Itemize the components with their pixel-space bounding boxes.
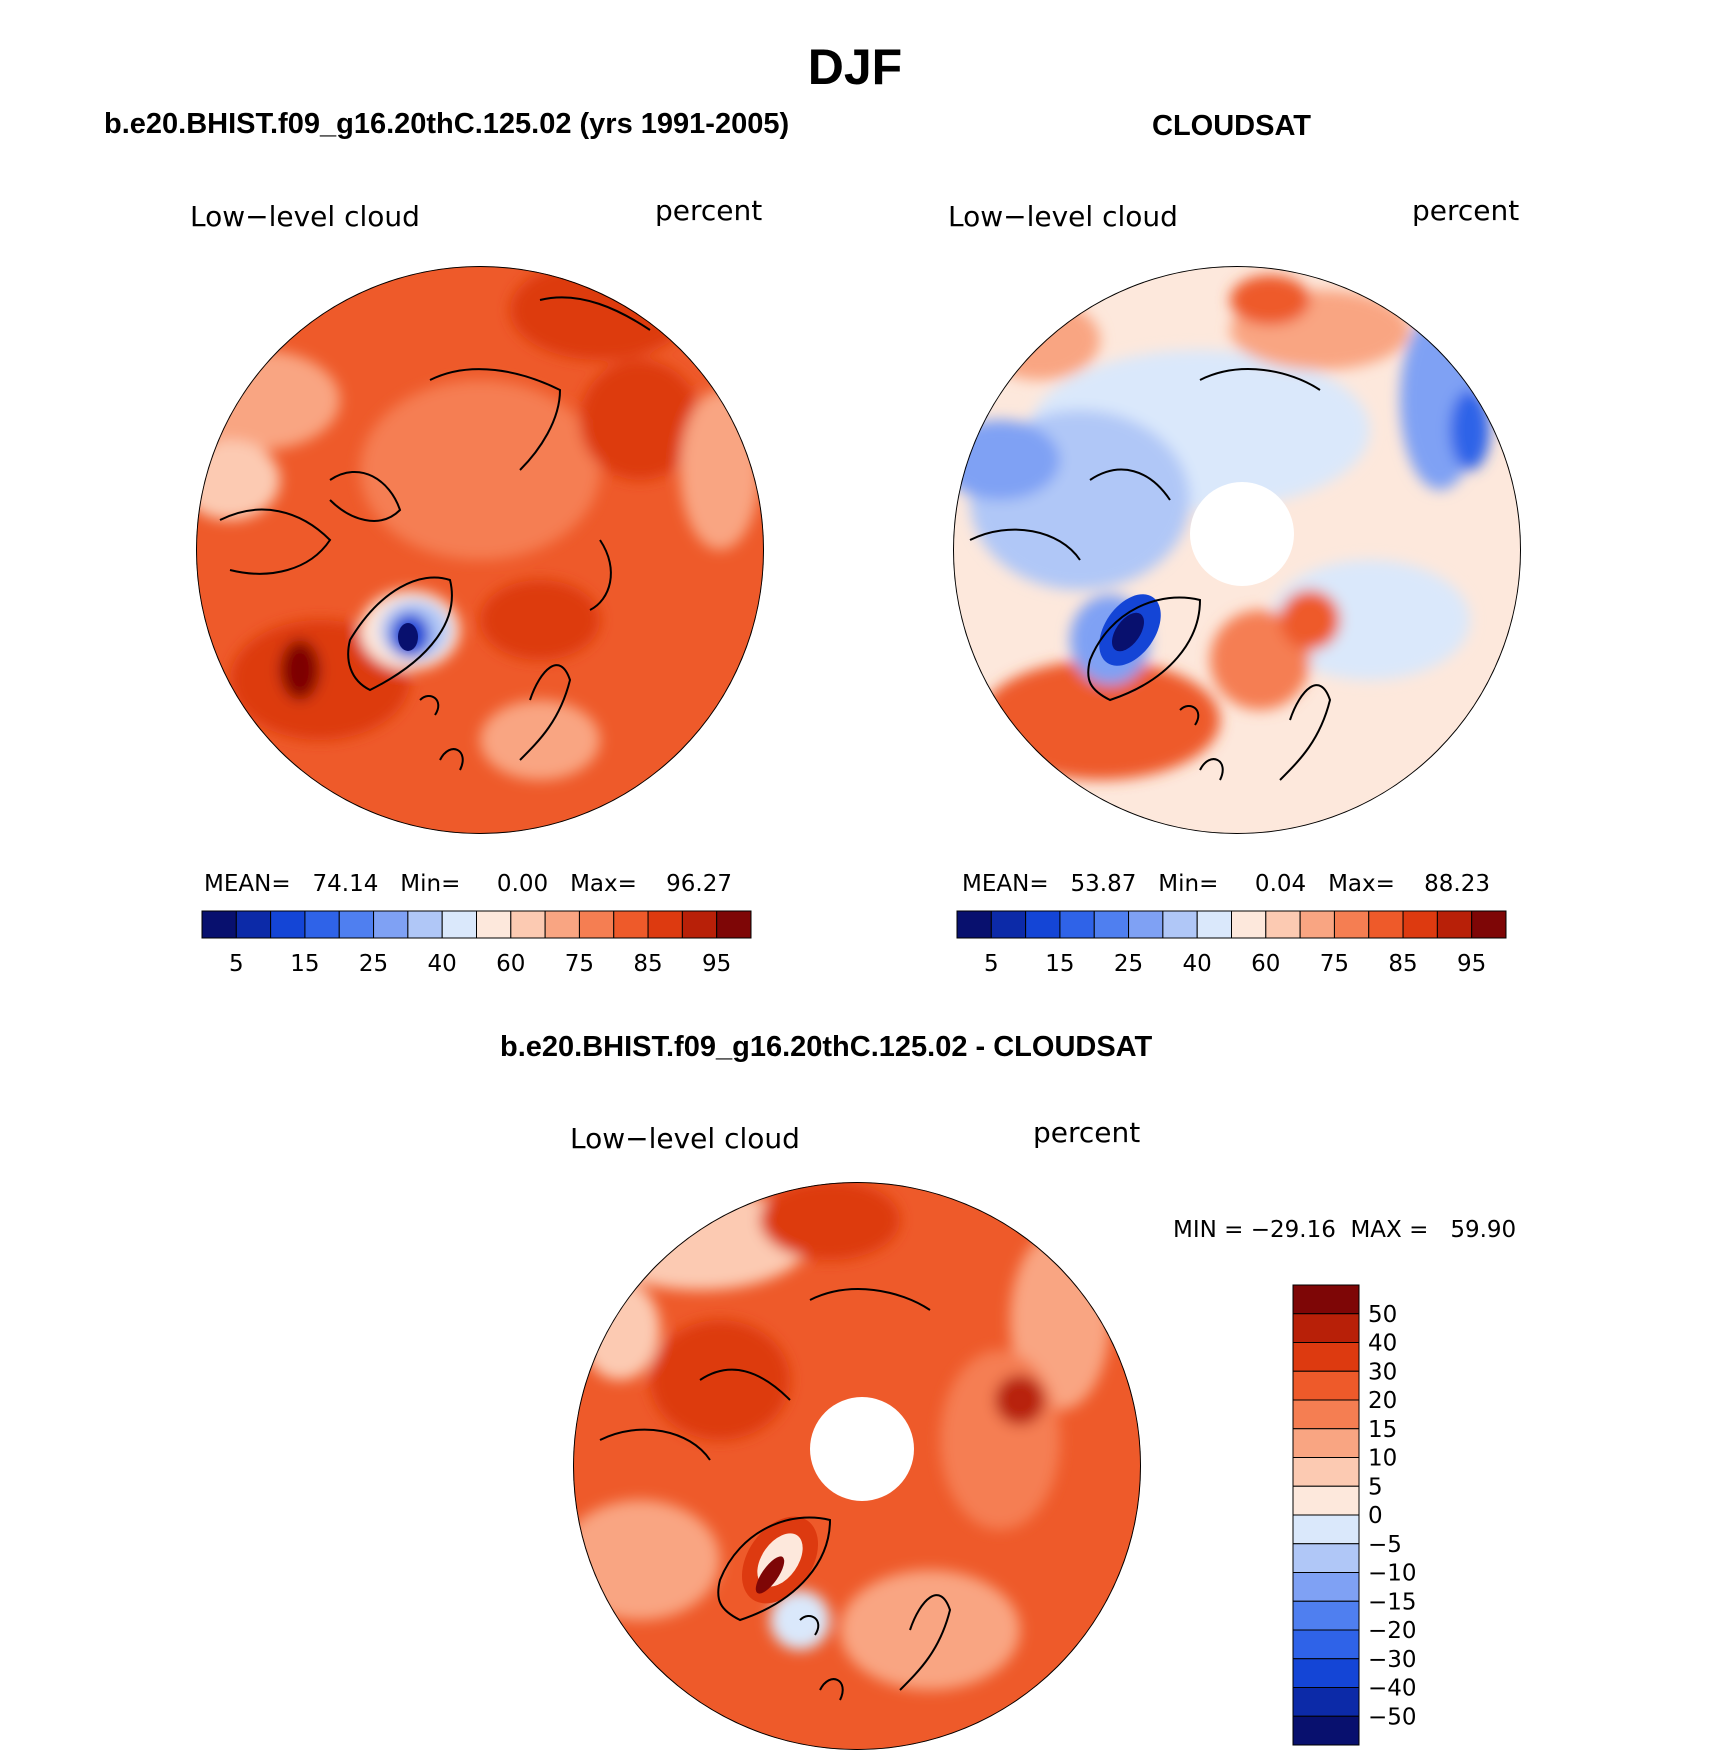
panel2-stats: MEAN= 53.87 Min= 0.04 Max= 88.23 — [962, 871, 1490, 897]
colorbar-tick-label: 5 — [984, 951, 999, 977]
colorbar-tick-label: −40 — [1368, 1676, 1417, 1702]
colorbar-swatch — [681, 910, 718, 939]
panel3-map — [573, 1182, 1141, 1750]
panel1-colorbar: 5 15 25 40 60 75 85 95 — [201, 910, 752, 977]
colorbar-swatch — [1196, 910, 1232, 939]
colorbar-swatch — [407, 910, 443, 939]
colorbar-swatch — [1292, 1284, 1360, 1315]
panel1-units-label: percent — [655, 194, 763, 227]
colorbar-tick-label: 75 — [1320, 951, 1349, 977]
colorbar-tick-label: 5 — [229, 951, 244, 977]
colorbar-swatch — [1292, 1543, 1360, 1573]
colorbar-tick-label: −10 — [1368, 1561, 1417, 1587]
colorbar-swatch — [1292, 1485, 1360, 1516]
colorbar-swatch — [270, 910, 306, 939]
panel1-map — [196, 266, 764, 834]
panel3-stats: MIN = −29.16 MAX = 59.90 — [1173, 1217, 1517, 1243]
colorbar-swatch — [1292, 1457, 1360, 1487]
panel1-stats: MEAN= 74.14 Min= 0.00 Max= 96.27 — [204, 871, 732, 897]
colorbar-tick-label: 85 — [633, 951, 662, 977]
colorbar-tick-label: −20 — [1368, 1618, 1417, 1644]
colorbar-swatch — [956, 910, 992, 939]
colorbar-tick-label: 25 — [1114, 951, 1143, 977]
colorbar-tick-label: 40 — [428, 951, 457, 977]
colorbar-swatch — [1059, 910, 1095, 939]
colorbar-tick-label: 95 — [702, 951, 731, 977]
colorbar-swatch — [1231, 910, 1267, 939]
colorbar-tick-label: 10 — [1368, 1446, 1397, 1472]
panel2-colorbar: 5 15 25 40 60 75 85 95 — [956, 910, 1507, 977]
colorbar-tick-label: 5 — [1368, 1474, 1383, 1500]
colorbar-swatch — [1128, 910, 1164, 939]
colorbar-tick-label: 15 — [1368, 1417, 1397, 1443]
colorbar-swatch — [1402, 910, 1438, 939]
colorbar-swatch — [510, 910, 546, 939]
colorbar-tick-label: 60 — [1251, 951, 1280, 977]
panel3-title: b.e20.BHIST.f09_g16.20thC.125.02 - CLOUD… — [500, 1031, 1153, 1063]
panel3-variable-label: Low−level cloud — [570, 1122, 800, 1155]
colorbar-swatch — [1292, 1629, 1360, 1660]
colorbar-swatch — [235, 910, 272, 939]
colorbar-swatch — [1292, 1313, 1360, 1343]
colorbar-swatch — [373, 910, 409, 939]
colorbar-tick-label: −15 — [1368, 1589, 1417, 1615]
colorbar-swatch — [1333, 910, 1370, 939]
colorbar-tick-label: −50 — [1368, 1704, 1417, 1730]
colorbar-tick-label: 50 — [1368, 1302, 1397, 1328]
colorbar-swatch — [1471, 910, 1507, 939]
colorbar-swatch — [201, 910, 237, 939]
colorbar-swatch — [1093, 910, 1130, 939]
panel1-title: b.e20.BHIST.f09_g16.20thC.125.02 (yrs 19… — [104, 108, 790, 140]
colorbar-swatch — [1292, 1428, 1360, 1458]
panel2-title: CLOUDSAT — [1152, 110, 1311, 142]
colorbar-swatch — [1292, 1399, 1360, 1430]
colorbar-swatch — [441, 910, 477, 939]
colorbar-tick-label: 85 — [1388, 951, 1417, 977]
colorbar-tick-label: 40 — [1368, 1331, 1397, 1357]
panel3-units-label: percent — [1033, 1116, 1141, 1149]
colorbar-swatch — [1292, 1715, 1360, 1746]
colorbar-tick-label: −5 — [1368, 1532, 1402, 1558]
colorbar-swatch — [1162, 910, 1198, 939]
colorbar-swatch — [304, 910, 340, 939]
colorbar-swatch — [1292, 1600, 1360, 1631]
colorbar-swatch — [990, 910, 1027, 939]
colorbar-swatch — [716, 910, 752, 939]
colorbar-swatch — [338, 910, 375, 939]
colorbar-tick-label: 40 — [1183, 951, 1212, 977]
colorbar-tick-label: 20 — [1368, 1388, 1397, 1414]
colorbar-swatch — [1025, 910, 1061, 939]
colorbar-swatch — [1292, 1342, 1360, 1372]
panel2-variable-label: Low−level cloud — [948, 200, 1178, 233]
panel1-variable-label: Low−level cloud — [190, 200, 420, 233]
colorbar-tick-label: 15 — [290, 951, 319, 977]
colorbar-swatch — [613, 910, 649, 939]
main-title: DJF — [807, 39, 903, 95]
panel2-map — [953, 266, 1521, 834]
colorbar-tick-label: 95 — [1457, 951, 1486, 977]
colorbar-tick-label: 75 — [565, 951, 594, 977]
colorbar-swatch — [1292, 1572, 1360, 1602]
colorbar-swatch — [1292, 1658, 1360, 1688]
colorbar-tick-label: 25 — [359, 951, 388, 977]
panel2-units-label: percent — [1412, 194, 1520, 227]
colorbar-tick-label: −30 — [1368, 1647, 1417, 1673]
colorbar-swatch — [476, 910, 512, 939]
colorbar-swatch — [578, 910, 615, 939]
colorbar-swatch — [1292, 1687, 1360, 1717]
colorbar-tick-label: 30 — [1368, 1359, 1397, 1385]
colorbar-swatch — [647, 910, 683, 939]
colorbar-swatch — [1368, 910, 1404, 939]
colorbar-swatch — [1292, 1370, 1360, 1401]
colorbar-tick-label: 60 — [496, 951, 525, 977]
colorbar-swatch — [1292, 1514, 1360, 1545]
colorbar-swatch — [544, 910, 580, 939]
colorbar-tick-label: 15 — [1045, 951, 1074, 977]
colorbar-swatch — [1299, 910, 1335, 939]
colorbar-tick-label: 0 — [1368, 1503, 1383, 1529]
colorbar-swatch — [1436, 910, 1473, 939]
colorbar-swatch — [1265, 910, 1301, 939]
